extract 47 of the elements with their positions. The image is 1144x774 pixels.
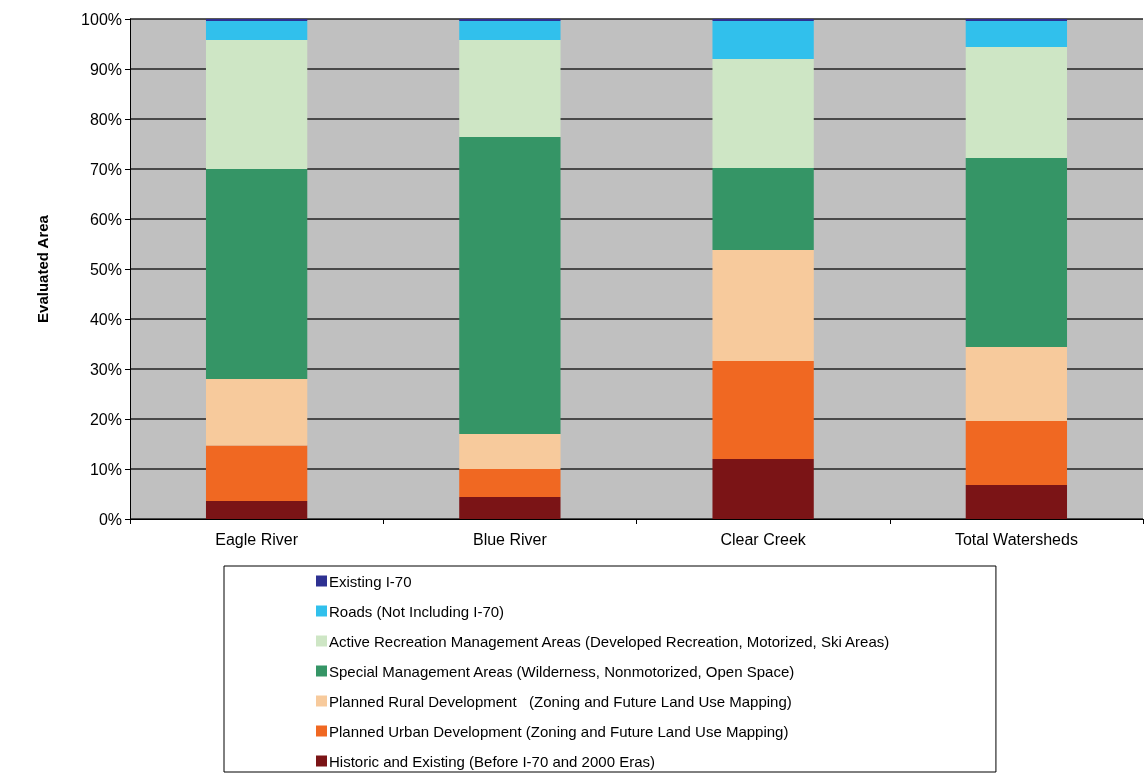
bar [712,21,814,59]
bar [459,434,561,469]
legend-label: Planned Urban Development (Zoning and Future Land Use Mapping) [329,722,789,740]
y-tick-label: 10% [89,460,122,478]
bar [712,59,814,168]
y-tick-label: 100% [81,10,122,28]
y-tick-label: 50% [89,260,122,278]
y-tick-label: 0% [98,510,122,528]
bar [712,459,814,519]
bar [459,497,561,519]
legend-label: Special Management Areas (Wilderness, Nonmotorized, Open Space) [329,662,795,680]
legend-label: Roads (Not Including I-70) [329,602,505,620]
x-tick-label: Eagle River [215,530,299,548]
bar [205,169,308,379]
bar [965,347,1068,421]
bar [965,158,1068,347]
y-tick-label: 60% [89,210,122,228]
bar [205,21,308,40]
bar [459,469,561,497]
bar [459,137,561,434]
y-tick-label: 40% [89,310,122,328]
bar [712,250,814,361]
x-tick-label: Total Watersheds [954,530,1078,548]
y-tick-label: 20% [89,410,122,428]
legend-label: Existing I-70 [329,572,412,590]
bar [712,168,814,250]
y-tick-label: 90% [89,60,122,78]
y-tick-label: 30% [89,360,122,378]
x-tick-label: Blue River [472,530,548,548]
y-tick-label: 80% [89,110,122,128]
bar [205,501,308,519]
bar [965,485,1068,519]
legend-label: Active Recreation Management Areas (Developed Recreation, Motorized, Ski Areas) [329,632,890,650]
bar [205,379,308,446]
bar [965,421,1068,485]
x-tick-label: Clear Creek [720,530,807,548]
y-tick-label: 70% [89,160,122,178]
bar [965,21,1068,47]
bar [205,445,308,501]
legend-label: Planned Rural Development (Zoning and Future Land Use Mapping) [329,692,792,710]
bar [712,361,814,459]
legend-label: Historic and Existing (Before I-70 and 2000 Eras) [329,752,655,770]
bar [965,47,1068,158]
bar [459,40,561,137]
bar [459,21,561,40]
y-axis-title: Evaluated Area [34,214,51,323]
bar [205,40,308,169]
